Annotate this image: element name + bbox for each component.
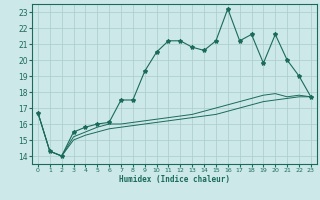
X-axis label: Humidex (Indice chaleur): Humidex (Indice chaleur) (119, 175, 230, 184)
